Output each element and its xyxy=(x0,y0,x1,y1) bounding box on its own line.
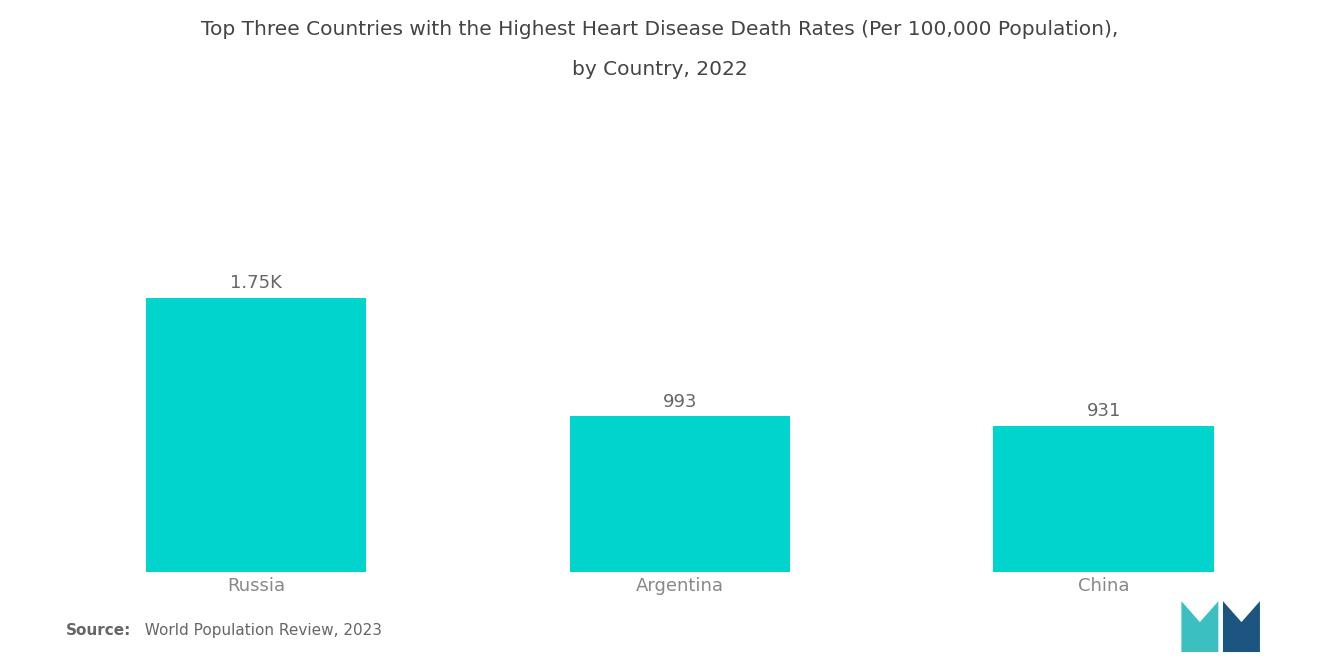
Text: 993: 993 xyxy=(663,393,697,411)
Text: by Country, 2022: by Country, 2022 xyxy=(572,60,748,79)
Text: 931: 931 xyxy=(1086,402,1121,420)
Text: Source:: Source: xyxy=(66,623,132,638)
Text: Top Three Countries with the Highest Heart Disease Death Rates (Per 100,000 Popu: Top Three Countries with the Highest Hea… xyxy=(202,20,1118,39)
Text: 1.75K: 1.75K xyxy=(230,274,282,292)
Bar xyxy=(994,426,1214,572)
Bar xyxy=(145,297,366,572)
Polygon shape xyxy=(1181,601,1218,652)
Text: World Population Review, 2023: World Population Review, 2023 xyxy=(135,623,381,638)
Polygon shape xyxy=(1222,601,1259,652)
Bar xyxy=(570,416,789,572)
